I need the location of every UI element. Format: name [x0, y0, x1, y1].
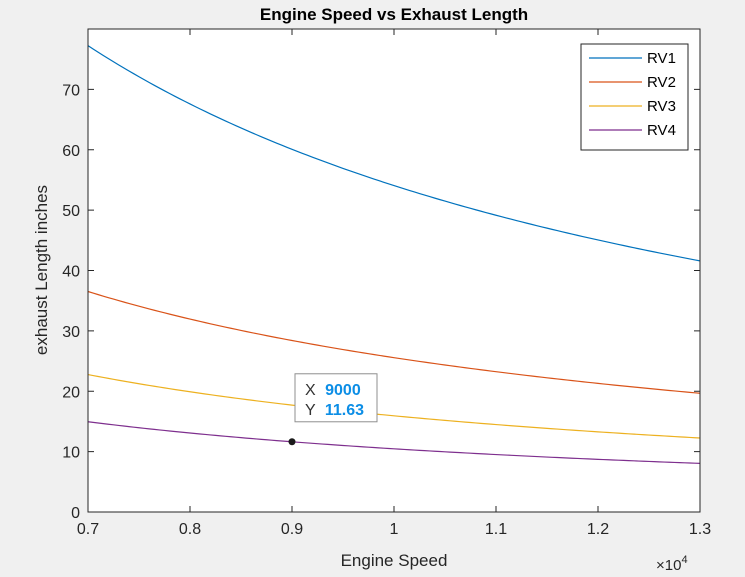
datatip[interactable]: X 9000 Y 11.63: [288, 373, 378, 446]
legend-label: RV3: [647, 98, 676, 115]
legend-label: RV1: [647, 50, 676, 67]
y-tick-label: 10: [62, 445, 80, 462]
series-line-rv4[interactable]: [87, 421, 701, 464]
series-layer: [87, 45, 701, 464]
y-tick-label: 40: [62, 264, 80, 281]
y-tick-label: 50: [62, 203, 80, 220]
y-tick-label: 70: [62, 82, 80, 99]
legend-item-rv1[interactable]: RV1: [589, 50, 676, 67]
axes-box: [87, 28, 701, 513]
x-tick-label: 1.1: [485, 521, 507, 538]
x-tick-label: 1.3: [689, 521, 711, 538]
x-tick-label: 0.7: [77, 521, 99, 538]
datatip-y-label: Y: [305, 402, 316, 419]
series-line-rv3[interactable]: [87, 374, 701, 439]
ticks-layer: 0.7 0.8 0.9 1 1.1 1.2 1.3 0 10 20 30 40 50 60 70: [62, 29, 711, 538]
legend[interactable]: RV1 RV2 RV3 RV4: [580, 43, 689, 151]
series-line-rv1[interactable]: [87, 45, 701, 262]
y-axis-label: exhaust Length inches: [32, 185, 51, 355]
datatip-y-value: 11.63: [325, 402, 364, 419]
legend-box: [580, 43, 689, 151]
legend-item-rv4[interactable]: RV4: [589, 122, 676, 139]
x-axis-label: Engine Speed: [341, 551, 448, 570]
datatip-x-line: X 9000: [305, 382, 361, 399]
y-tick-label: 60: [62, 143, 80, 160]
y-tick-label: 30: [62, 324, 80, 341]
x-tick-label: 1.2: [587, 521, 609, 538]
datatip-y-line: Y 11.63: [305, 402, 364, 419]
chart-title: Engine Speed vs Exhaust Length: [260, 5, 528, 24]
x-tick-label: 1: [390, 521, 399, 538]
legend-label: RV2: [647, 74, 676, 91]
datatip-x-value: 9000: [325, 382, 361, 399]
x-exponent-power: 4: [681, 554, 687, 566]
datatip-box: [294, 373, 378, 423]
datatip-marker[interactable]: [288, 438, 296, 446]
legend-label: RV4: [647, 122, 676, 139]
datatip-x-label: X: [305, 382, 316, 399]
series-line-rv2[interactable]: [87, 290, 701, 394]
y-tick-label: 0: [71, 505, 80, 522]
legend-item-rv2[interactable]: RV2: [589, 74, 676, 91]
legend-item-rv3[interactable]: RV3: [589, 98, 676, 115]
y-tick-label: 20: [62, 384, 80, 401]
x-exponent-label: ×104: [656, 554, 688, 574]
x-tick-label: 0.8: [179, 521, 201, 538]
x-tick-label: 0.9: [281, 521, 303, 538]
